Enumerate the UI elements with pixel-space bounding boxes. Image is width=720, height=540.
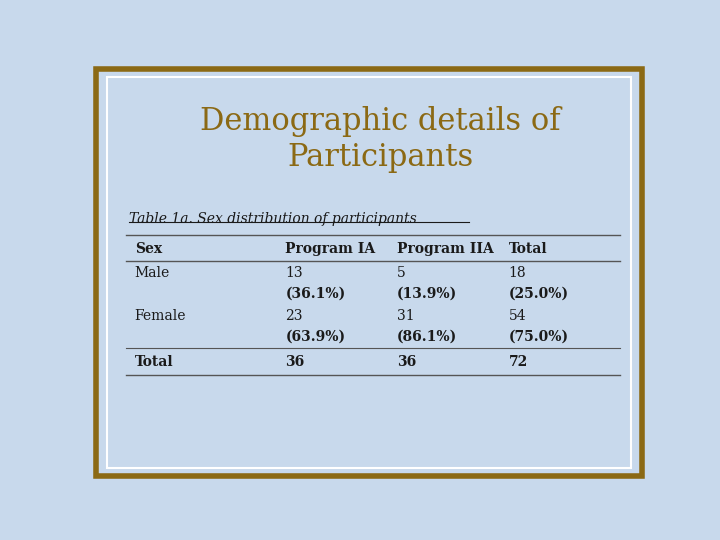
Text: (13.9%): (13.9%)	[397, 286, 457, 300]
Text: Sex: Sex	[135, 241, 162, 255]
Text: (63.9%): (63.9%)	[285, 330, 346, 344]
Text: (86.1%): (86.1%)	[397, 330, 457, 344]
Text: (75.0%): (75.0%)	[508, 330, 569, 344]
Text: Female: Female	[135, 309, 186, 323]
Text: Program IA: Program IA	[285, 241, 375, 255]
Text: 5: 5	[397, 266, 405, 280]
Text: (25.0%): (25.0%)	[508, 286, 569, 300]
Text: 13: 13	[285, 266, 303, 280]
Text: Male: Male	[135, 266, 170, 280]
FancyBboxPatch shape	[96, 69, 642, 476]
Text: (36.1%): (36.1%)	[285, 286, 346, 300]
Text: 72: 72	[508, 355, 528, 369]
Text: 18: 18	[508, 266, 526, 280]
Text: Demographic details of
Participants: Demographic details of Participants	[200, 106, 560, 173]
Text: Program IIA: Program IIA	[397, 241, 494, 255]
Text: 23: 23	[285, 309, 303, 323]
Text: 36: 36	[397, 355, 416, 369]
Text: Table 1a. Sex distribution of participants: Table 1a. Sex distribution of participan…	[129, 212, 417, 226]
Text: 31: 31	[397, 309, 415, 323]
Text: 36: 36	[285, 355, 305, 369]
Text: Total: Total	[508, 241, 547, 255]
Text: 54: 54	[508, 309, 526, 323]
Text: Total: Total	[135, 355, 174, 369]
